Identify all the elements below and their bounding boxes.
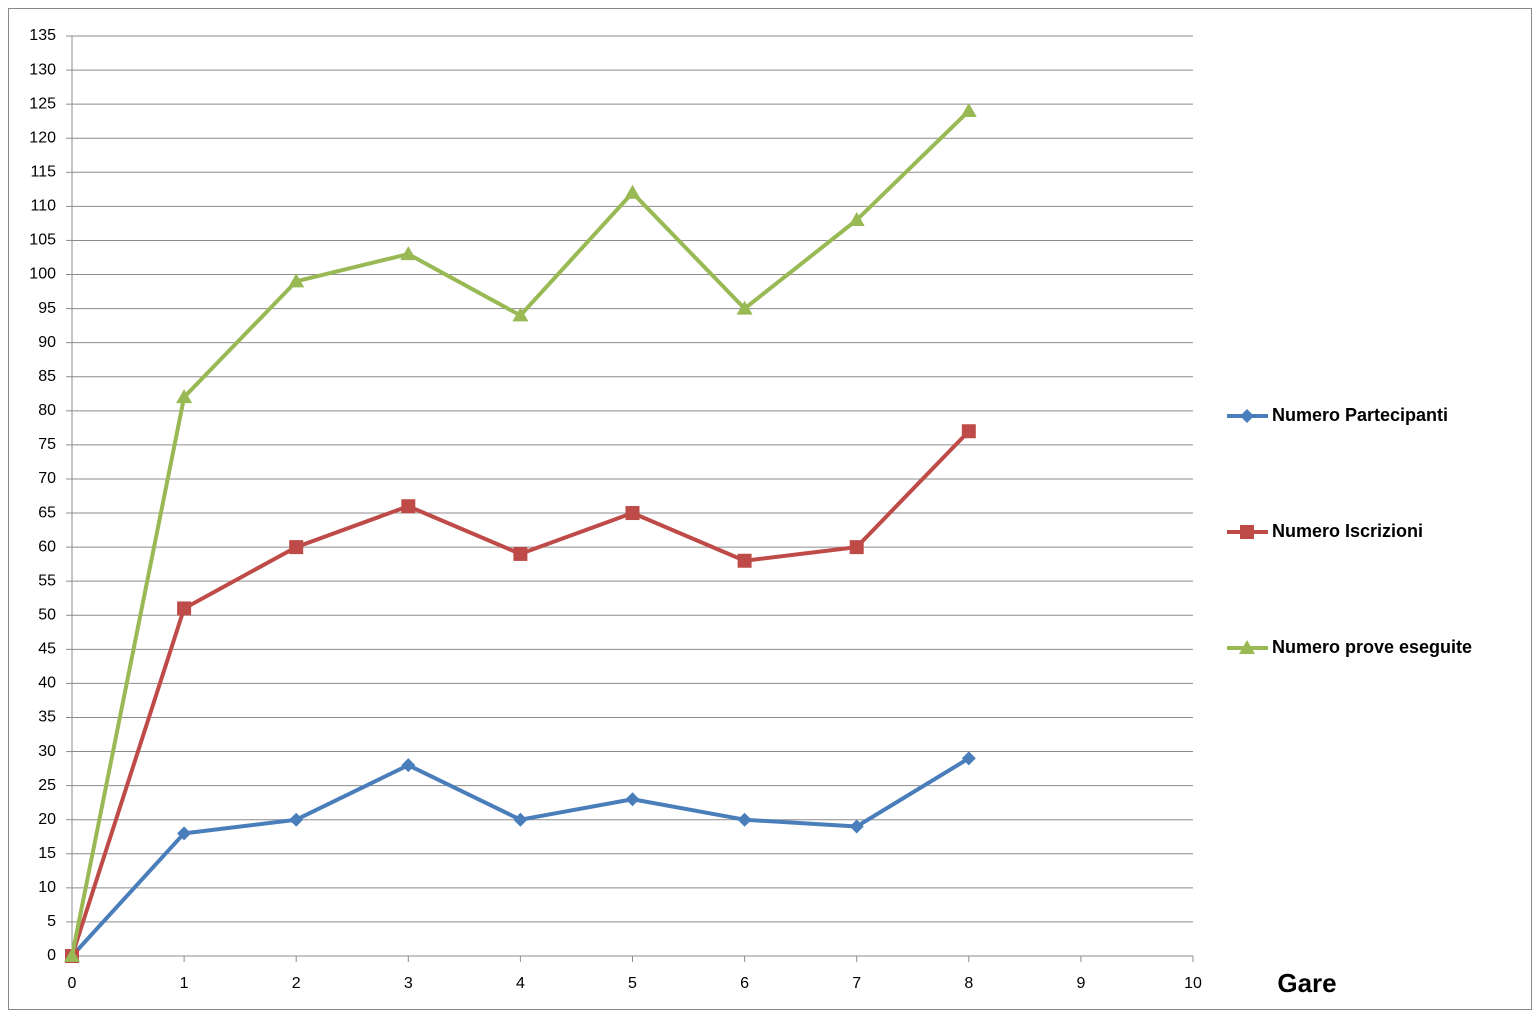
marker [289, 812, 304, 827]
y-tick-label: 35 [38, 709, 56, 726]
marker [513, 546, 528, 561]
marker [176, 389, 193, 404]
y-tick-label: 5 [47, 913, 56, 930]
y-tick-label: 110 [30, 198, 56, 215]
marker [177, 826, 192, 841]
y-tick-label: 60 [38, 538, 56, 555]
x-tick-label: 5 [628, 975, 637, 992]
y-tick-label: 120 [29, 129, 56, 146]
marker [512, 307, 529, 322]
y-tick-label: 85 [38, 368, 56, 385]
x-tick-label: 8 [964, 975, 973, 992]
marker [1240, 525, 1254, 539]
x-tick-label: 6 [740, 975, 749, 992]
y-tick-label: 15 [38, 845, 56, 862]
y-tick-label: 105 [29, 232, 56, 249]
x-tick-label: 0 [68, 975, 77, 992]
y-tick-label: 40 [38, 675, 56, 692]
y-tick-label: 20 [38, 811, 56, 828]
y-tick-label: 10 [38, 879, 56, 896]
y-tick-label: 130 [29, 61, 56, 78]
marker [177, 601, 192, 616]
y-tick-label: 55 [38, 572, 56, 589]
x-tick-label: 2 [292, 975, 301, 992]
marker [961, 751, 976, 766]
marker [401, 499, 416, 514]
marker [1240, 409, 1254, 423]
y-tick-label: 115 [30, 164, 56, 181]
marker [625, 506, 640, 521]
marker [961, 424, 976, 439]
chart-border [8, 8, 1532, 1010]
marker [848, 212, 865, 226]
y-tick-label: 30 [38, 743, 56, 760]
x-tick-label: 3 [404, 975, 413, 992]
x-tick-label: 10 [1184, 975, 1202, 992]
y-tick-label: 125 [29, 95, 56, 112]
x-tick-label: 7 [852, 975, 861, 992]
legend-label: Numero Partecipanti [1272, 405, 1448, 425]
marker [625, 792, 640, 807]
x-tick-label: 4 [516, 975, 525, 992]
y-tick-label: 100 [29, 266, 56, 283]
marker [64, 948, 80, 962]
marker [736, 300, 753, 315]
y-tick-label: 135 [29, 27, 56, 44]
marker [1239, 640, 1255, 654]
legend-label: Numero prove eseguite [1272, 637, 1472, 657]
y-tick-label: 95 [38, 300, 56, 317]
marker [400, 246, 417, 261]
y-tick-label: 80 [38, 402, 56, 419]
marker [960, 102, 977, 117]
marker [513, 812, 528, 827]
legend-label: Numero Iscrizioni [1272, 521, 1423, 541]
x-tick-label: 1 [180, 975, 189, 992]
y-tick-label: 70 [38, 470, 56, 487]
y-tick-label: 75 [38, 436, 56, 453]
marker [849, 819, 864, 834]
y-tick-label: 50 [38, 606, 56, 623]
marker [289, 540, 304, 555]
marker [401, 758, 416, 773]
marker [624, 184, 641, 199]
marker [849, 540, 864, 555]
y-tick-label: 25 [38, 777, 56, 794]
y-tick-label: 45 [38, 641, 56, 658]
marker [737, 553, 752, 568]
x-tick-label: 9 [1076, 975, 1085, 992]
y-tick-label: 65 [38, 504, 56, 521]
y-tick-label: 90 [38, 334, 56, 351]
y-tick-label: 0 [47, 947, 56, 964]
marker [288, 273, 305, 288]
x-axis-label: Gare [1277, 968, 1336, 998]
marker [737, 812, 752, 827]
